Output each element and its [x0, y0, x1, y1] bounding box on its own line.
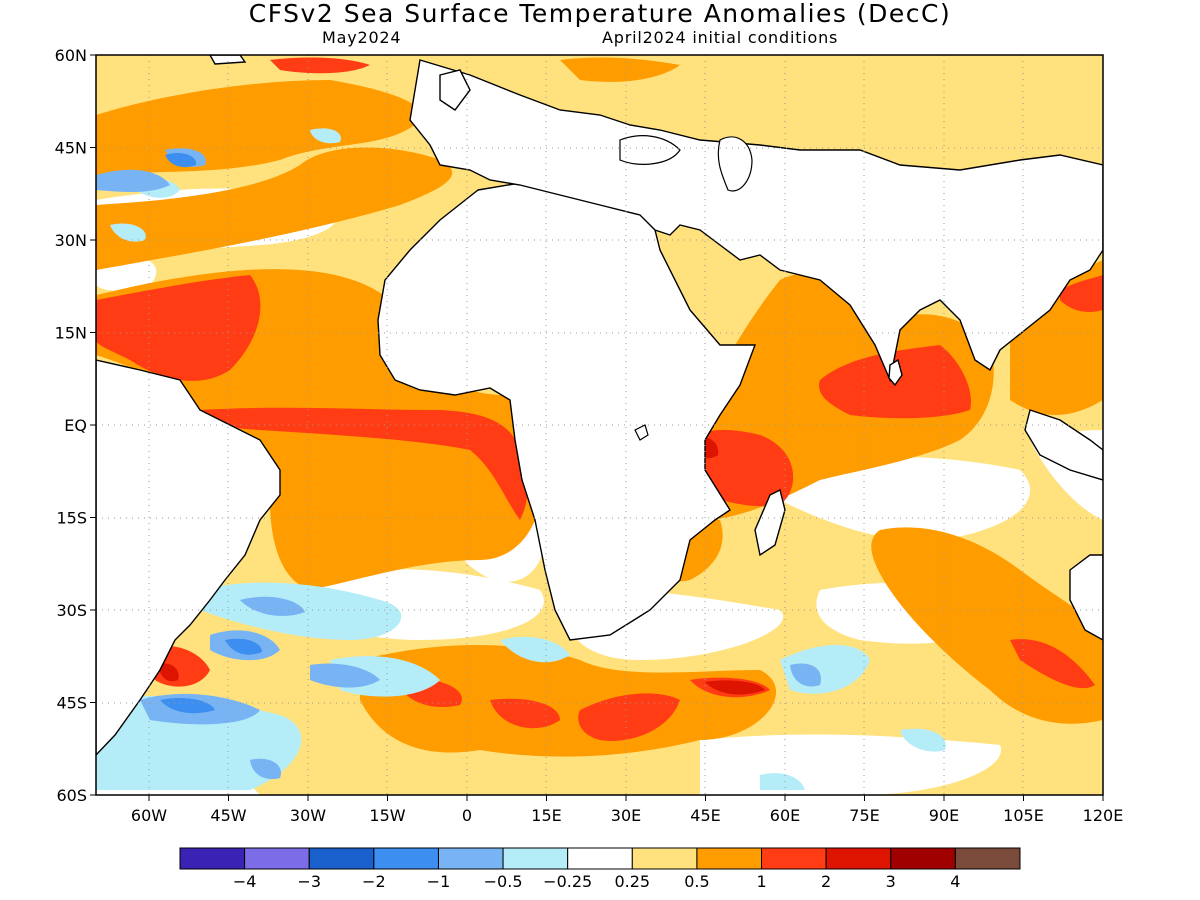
colorbar-label: 0.25	[614, 872, 650, 891]
lon-tick-label: 105E	[1003, 806, 1044, 825]
lat-tick-label: 60N	[55, 46, 87, 65]
colorbar-label: 4	[950, 872, 960, 891]
colorbar-label: −0.5	[484, 872, 523, 891]
forecast-month: May2024	[322, 28, 402, 47]
colorbar-swatch	[437, 847, 504, 870]
land-masses	[96, 55, 1103, 757]
colorbar-label: 3	[886, 872, 896, 891]
lat-tick-label: 15N	[55, 324, 87, 343]
lat-tick-label: 30S	[56, 601, 87, 620]
sri-lanka	[888, 358, 903, 387]
australia	[1069, 554, 1103, 641]
lat-tick-label: 15S	[56, 509, 87, 528]
colorbar-swatch	[890, 847, 956, 870]
madagascar	[754, 488, 786, 557]
lon-tick-label: 45W	[210, 806, 246, 825]
colorbar-swatch	[825, 847, 892, 870]
colorbar-swatch	[179, 847, 246, 870]
chart-title: CFSv2 Sea Surface Temperature Anomalies …	[248, 0, 952, 28]
lat-tick-label: 30N	[55, 231, 87, 250]
strong-negative-anomaly-regions	[160, 153, 262, 714]
eurasia	[409, 59, 1103, 383]
lon-tick-label: 15W	[369, 806, 405, 825]
lon-tick-label: 30W	[290, 806, 326, 825]
axis-labels: 60N 45N 30N 15N EQ 15S 30S 45S 60S 60W 45W 30W 15W 0 1…	[55, 46, 1124, 825]
british-isles	[439, 69, 471, 111]
south-america	[96, 359, 281, 757]
lon-tick-label: 0	[462, 806, 472, 825]
colorbar-swatch	[631, 847, 698, 870]
lon-tick-label: 120E	[1083, 806, 1124, 825]
colorbar-swatch	[244, 847, 310, 870]
lon-tick-label: 45E	[690, 806, 720, 825]
lon-tick-label: 90E	[929, 806, 959, 825]
lon-tick-label: 75E	[849, 806, 879, 825]
lon-tick-label: 15E	[531, 806, 561, 825]
colorbar-swatch	[761, 847, 827, 870]
colorbar-label: −2	[362, 872, 386, 891]
lat-tick-label: 45S	[56, 694, 87, 713]
colorbar-label: −4	[233, 872, 257, 891]
colorbar-swatch	[502, 847, 569, 870]
black-sea	[619, 135, 681, 165]
iceland	[209, 55, 247, 65]
colorbar-swatch	[373, 847, 439, 870]
lat-tick-label: 60S	[56, 786, 87, 805]
colorbar-label: −1	[427, 872, 451, 891]
indonesia	[1024, 409, 1103, 481]
caspian-sea	[717, 136, 753, 192]
colorbar-label: 1	[756, 872, 766, 891]
colorbar-label: 2	[821, 872, 831, 891]
colorbar-swatch	[954, 847, 1021, 870]
inland-seas	[619, 135, 753, 441]
colorbar-swatch	[696, 847, 763, 870]
colorbar-swatch	[308, 847, 375, 870]
lon-tick-label: 30E	[611, 806, 641, 825]
lon-tick-label: 60E	[770, 806, 800, 825]
lon-tick-label: 60W	[131, 806, 167, 825]
initial-conditions: April2024 initial conditions	[602, 28, 839, 47]
lat-tick-label: EQ	[64, 416, 87, 435]
africa	[377, 182, 757, 641]
colorbar-label: −3	[297, 872, 321, 891]
lat-tick-label: 45N	[55, 139, 87, 158]
lake-victoria	[634, 424, 649, 441]
colorbar: −4 −3 −2 −1 −0.5 −0.25 0.25 0.5 1 2 3 4	[179, 847, 1021, 891]
anomaly-field	[96, 55, 1103, 795]
colorbar-label: 0.5	[684, 872, 709, 891]
colorbar-swatch	[567, 847, 633, 870]
colorbar-label: −0.25	[543, 872, 592, 891]
